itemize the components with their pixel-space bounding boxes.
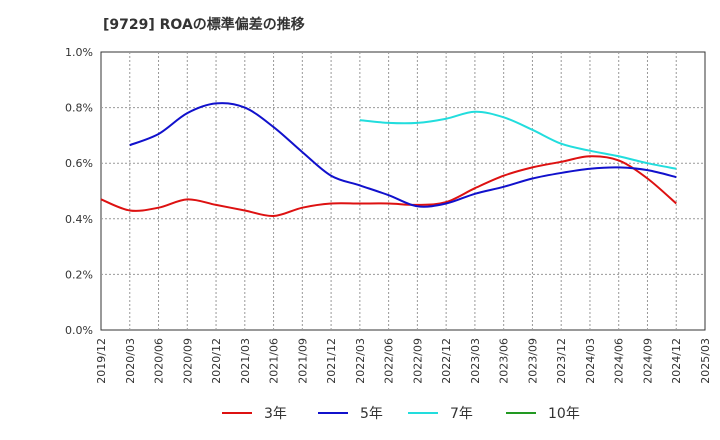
series-line-0 xyxy=(100,155,677,218)
y-tick-label: 0.8% xyxy=(65,102,93,115)
y-tick-label: 0.6% xyxy=(65,157,93,170)
x-tick-label: 2023/09 xyxy=(526,338,539,384)
legend-label-2: 7年 xyxy=(450,406,473,422)
y-axis-ticks: 0.0% 0.2% 0.4% 0.6% 0.8% 1.0% xyxy=(65,46,93,337)
series-line-2 xyxy=(359,110,677,170)
x-tick-label: 2021/06 xyxy=(268,338,281,384)
x-tick-label: 2019/12 xyxy=(95,338,108,384)
x-tick-label: 2021/03 xyxy=(239,338,252,384)
x-tick-label: 2022/09 xyxy=(411,338,424,384)
x-tick-label: 2020/09 xyxy=(181,338,194,384)
x-tick-label: 2022/06 xyxy=(383,338,396,384)
x-tick-label: 2023/03 xyxy=(469,338,482,384)
legend: 3年 5年 7年 10年 xyxy=(222,406,580,422)
x-tick-label: 2025/03 xyxy=(699,338,712,384)
y-tick-label: 0.2% xyxy=(65,268,93,281)
x-tick-label: 2021/09 xyxy=(296,338,309,384)
x-tick-label: 2020/06 xyxy=(153,338,166,384)
y-tick-label: 0.0% xyxy=(65,324,93,337)
series-lines xyxy=(100,102,677,218)
x-tick-label: 2020/12 xyxy=(210,338,223,384)
x-tick-label: 2024/03 xyxy=(584,338,597,384)
legend-label-0: 3年 xyxy=(264,406,287,422)
legend-label-3: 10年 xyxy=(548,406,580,422)
x-axis-ticks: 2019/12 2020/03 2020/06 2020/09 2020/12 2021/… xyxy=(95,338,712,384)
series-line-1 xyxy=(129,102,677,208)
y-tick-label: 0.4% xyxy=(65,213,93,226)
chart-title: [9729] ROAの標準偏差の推移 xyxy=(103,17,305,33)
legend-label-1: 5年 xyxy=(360,406,383,422)
plot-area xyxy=(100,51,706,331)
x-tick-label: 2021/12 xyxy=(325,338,338,384)
x-tick-label: 2024/12 xyxy=(670,338,683,384)
y-tick-label: 1.0% xyxy=(65,46,93,59)
x-tick-label: 2024/09 xyxy=(641,338,654,384)
x-tick-label: 2023/06 xyxy=(498,338,511,384)
x-tick-label: 2022/03 xyxy=(354,338,367,384)
x-tick-label: 2023/12 xyxy=(555,338,568,384)
x-tick-label: 2022/12 xyxy=(440,338,453,384)
x-tick-label: 2020/03 xyxy=(124,338,137,384)
x-tick-label: 2024/06 xyxy=(613,338,626,384)
